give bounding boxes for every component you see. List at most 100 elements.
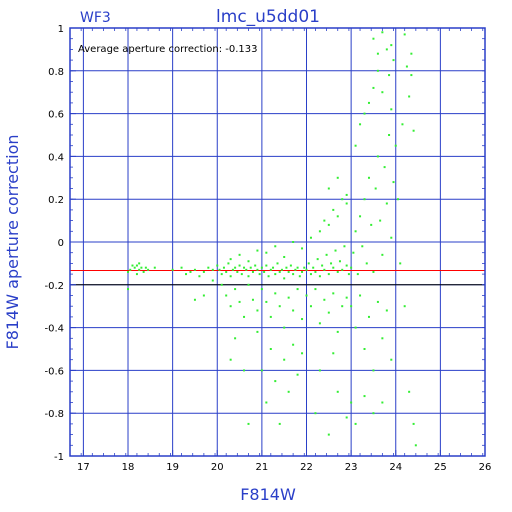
data-point: [370, 223, 373, 226]
data-point: [220, 273, 223, 276]
data-point: [309, 273, 312, 276]
data-point: [336, 330, 339, 333]
data-point: [356, 273, 359, 276]
data-point: [285, 266, 288, 269]
data-point: [363, 198, 366, 201]
data-point: [280, 268, 283, 271]
data-point: [403, 33, 406, 36]
data-point: [412, 129, 415, 132]
data-point: [408, 390, 411, 393]
data-point: [350, 305, 353, 308]
data-point: [354, 326, 357, 329]
data-point: [225, 270, 228, 273]
y-tick-label: -1: [54, 452, 64, 463]
data-point: [301, 352, 304, 355]
data-point: [354, 230, 357, 233]
data-point: [330, 262, 333, 265]
data-point: [269, 348, 272, 350]
data-point: [410, 52, 413, 55]
data-point: [332, 292, 335, 295]
data-point: [211, 279, 214, 282]
data-point: [321, 264, 324, 267]
data-point: [225, 294, 228, 297]
data-point: [385, 202, 388, 205]
data-point: [301, 318, 304, 321]
data-point: [274, 292, 277, 295]
data-point: [202, 294, 205, 297]
data-point: [392, 59, 395, 62]
data-point: [372, 369, 375, 372]
data-point: [140, 266, 143, 269]
data-point: [138, 262, 141, 265]
data-point: [359, 215, 362, 218]
data-point: [367, 101, 370, 104]
annotation-text: Average aperture correction: -0.133: [78, 44, 258, 55]
data-point: [274, 380, 277, 383]
data-point: [301, 270, 304, 273]
y-tick-label: -0.6: [44, 366, 64, 377]
data-point: [359, 294, 362, 297]
y-tick-label: -0.8: [44, 409, 64, 420]
y-tick-label: 0: [58, 238, 64, 249]
data-point: [193, 298, 196, 301]
data-point: [236, 270, 239, 273]
data-point: [238, 253, 241, 256]
data-point: [292, 241, 295, 243]
data-point: [256, 268, 259, 271]
data-point: [372, 37, 375, 40]
data-point: [383, 166, 386, 169]
data-point: [305, 294, 308, 297]
data-point: [283, 255, 286, 258]
x-tick-label: 21: [256, 462, 269, 473]
data-point: [254, 264, 257, 267]
data-point: [238, 300, 241, 303]
data-point: [202, 270, 205, 273]
data-point: [296, 266, 299, 269]
data-point: [412, 422, 415, 425]
data-point: [376, 52, 379, 55]
data-point: [256, 330, 259, 333]
chart-title: lmc_u5dd01: [216, 7, 320, 27]
data-point: [316, 258, 319, 261]
data-point: [207, 266, 210, 269]
data-point: [294, 268, 297, 271]
data-point: [343, 245, 346, 248]
data-point: [180, 266, 183, 269]
data-point: [345, 202, 348, 205]
data-point: [229, 275, 232, 278]
data-point: [354, 144, 357, 147]
data-point: [278, 422, 281, 425]
data-point: [332, 208, 335, 211]
data-point: [142, 270, 145, 273]
data-point: [385, 309, 388, 312]
y-tick-label: 0.6: [48, 110, 64, 121]
data-point: [381, 91, 384, 94]
data-point: [263, 270, 266, 273]
data-point: [231, 268, 234, 271]
data-point: [312, 266, 315, 269]
data-point: [265, 401, 268, 404]
data-point: [274, 273, 277, 276]
data-point: [240, 273, 243, 276]
data-point: [323, 298, 326, 301]
data-point: [283, 326, 286, 329]
data-point: [392, 181, 395, 184]
data-point: [135, 273, 138, 276]
data-point: [314, 288, 317, 291]
data-point: [303, 266, 306, 269]
data-point: [296, 373, 299, 376]
data-point: [372, 86, 375, 89]
data-point: [260, 266, 263, 269]
data-point: [256, 309, 259, 312]
data-point: [287, 390, 290, 393]
data-point: [260, 288, 263, 291]
data-point: [367, 315, 370, 318]
x-ticks: 17 18 19 20 21 22 23 24 25 26: [69, 28, 492, 473]
x-tick-label: 26: [479, 462, 492, 473]
data-point: [341, 305, 344, 308]
data-point: [267, 275, 270, 278]
data-point: [278, 305, 281, 308]
data-point: [327, 311, 330, 314]
data-point: [327, 187, 330, 190]
